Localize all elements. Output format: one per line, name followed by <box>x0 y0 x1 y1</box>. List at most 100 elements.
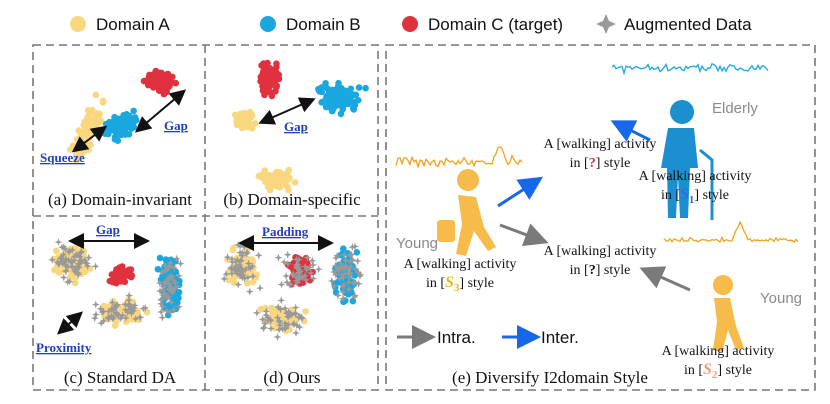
point <box>273 60 280 67</box>
augmented-point <box>162 306 171 315</box>
point <box>91 119 99 126</box>
augmented-point <box>176 259 185 268</box>
augmented-point <box>118 311 127 320</box>
augmented-point <box>333 251 342 260</box>
point <box>71 279 79 287</box>
augmented-point <box>74 251 83 260</box>
augmented-point <box>233 256 242 265</box>
point <box>269 309 276 316</box>
augmented-point <box>158 302 167 311</box>
point <box>334 95 342 103</box>
point <box>270 79 277 86</box>
augmented-point <box>48 255 57 264</box>
prompt-line: A [walking] activity <box>662 344 775 359</box>
point <box>53 247 60 255</box>
augmented-point <box>173 282 182 291</box>
augmented-point <box>74 260 83 269</box>
annotation: Squeeze <box>40 150 85 165</box>
augmented-point <box>345 268 354 277</box>
augmented-point <box>297 313 306 322</box>
augmented-point <box>57 253 66 262</box>
augmented-point <box>70 267 79 276</box>
point <box>321 97 328 105</box>
point <box>118 116 125 124</box>
point <box>82 268 89 275</box>
annotation: Gap <box>96 222 120 237</box>
augmented-point <box>240 274 249 283</box>
augmented-point <box>280 319 289 328</box>
augmented-point <box>108 298 117 307</box>
person-label: Young <box>760 290 802 307</box>
point <box>362 84 369 92</box>
augmented-point <box>295 312 304 321</box>
augmented-point <box>75 263 84 272</box>
augmented-point <box>116 314 125 323</box>
prompt-text: ] style <box>459 276 494 291</box>
augmented-point <box>127 309 136 318</box>
augmented-point <box>125 291 134 300</box>
augmented-point <box>246 264 255 273</box>
point <box>261 91 268 99</box>
augmented-point <box>159 285 168 294</box>
augmented-point <box>340 250 349 259</box>
point <box>75 151 82 158</box>
style-token: ? <box>589 156 596 171</box>
augmented-point <box>104 307 113 316</box>
signal <box>663 220 799 244</box>
point <box>352 91 360 99</box>
person-label: Elderly <box>712 100 758 117</box>
point <box>95 113 103 121</box>
augmented-point <box>123 308 132 317</box>
augmented-point <box>281 324 290 333</box>
augmented-point <box>156 287 165 296</box>
augmented-point <box>308 256 317 265</box>
augmented-point <box>174 271 183 280</box>
augmented-point <box>340 281 349 290</box>
augmented-point <box>220 274 229 283</box>
augmented-point <box>163 265 172 274</box>
point <box>72 157 80 164</box>
style-subscript: 2 <box>712 369 718 381</box>
augmented-point <box>157 307 166 316</box>
augmented-point <box>261 319 270 328</box>
point <box>156 254 164 262</box>
point <box>349 297 357 305</box>
augmented-point <box>111 308 120 317</box>
augmented-point <box>126 302 135 311</box>
style-token: S <box>680 186 689 203</box>
prompt-line: A [walking] activity <box>544 244 657 259</box>
augmented-point <box>159 291 168 300</box>
augmented-point <box>331 254 340 263</box>
augmented-point <box>238 251 247 260</box>
augmented-point <box>284 320 293 329</box>
augmented-point <box>348 243 357 252</box>
augmented-point <box>344 278 353 287</box>
augmented-point <box>339 273 348 282</box>
augmented-point <box>66 258 75 267</box>
augmented-point <box>291 310 300 319</box>
augmented-point <box>248 262 257 271</box>
augmented-point <box>289 320 298 329</box>
point <box>261 167 269 174</box>
augmented-point <box>227 263 236 272</box>
prompt-line: A [walking] activity <box>404 257 517 272</box>
augmented-point <box>244 273 253 282</box>
signal <box>611 62 769 76</box>
augmented-point <box>167 298 176 307</box>
augmented-point <box>354 268 363 277</box>
point <box>175 288 183 296</box>
point <box>275 71 283 79</box>
augmented-point <box>302 265 311 274</box>
augmented-point <box>348 255 357 264</box>
point <box>117 266 125 273</box>
augmented-point <box>231 262 240 271</box>
point <box>285 167 292 175</box>
augmented-point <box>341 269 350 278</box>
augmented-point <box>334 266 343 275</box>
augmented-point <box>172 254 181 263</box>
augmented-point <box>276 305 285 314</box>
point <box>84 114 91 121</box>
augmented-point <box>345 273 354 282</box>
augmented-point <box>331 261 340 270</box>
augmented-point <box>339 294 348 303</box>
